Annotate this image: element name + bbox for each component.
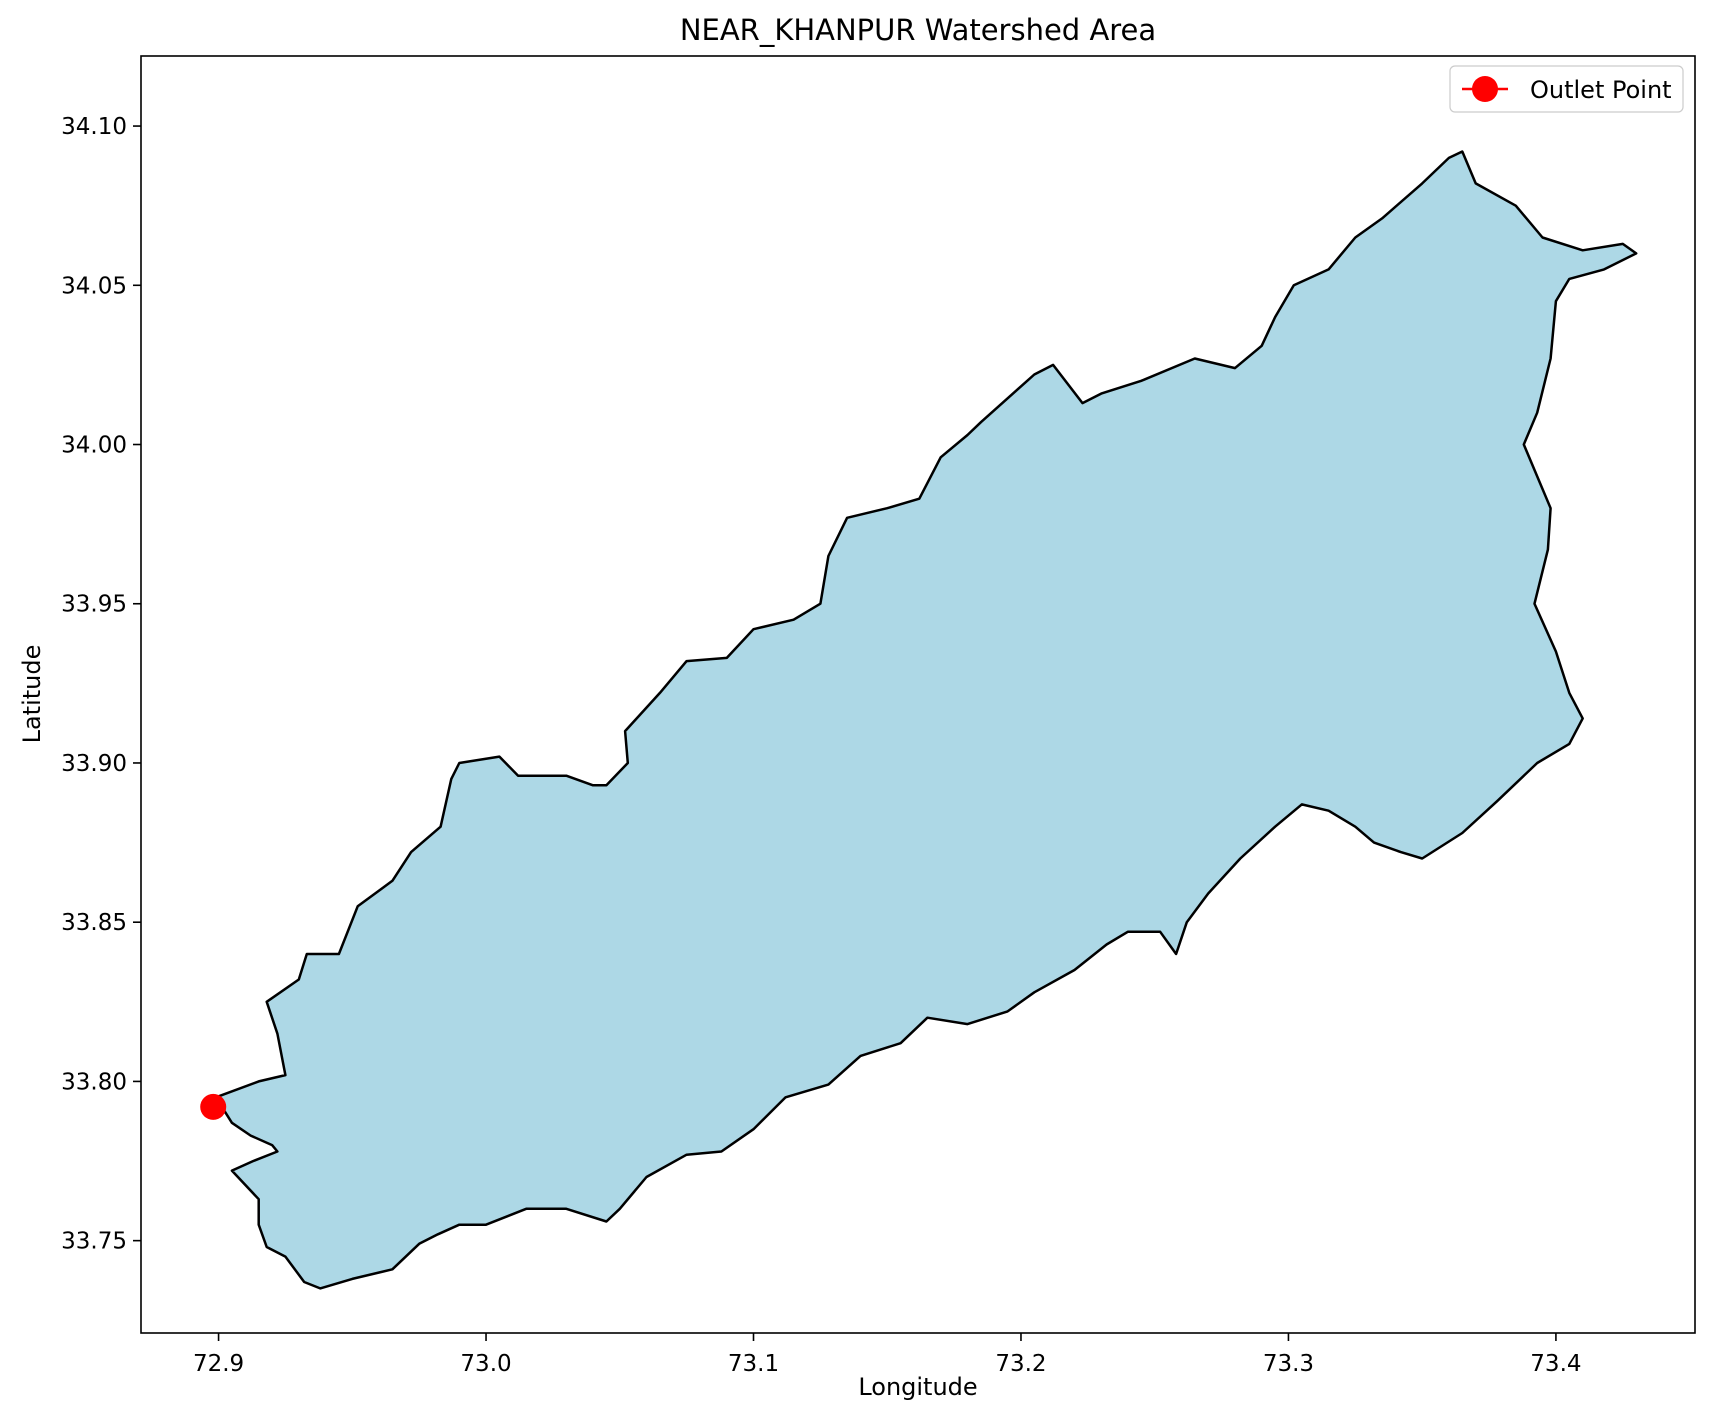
x-axis-ticks: 72.9 73.0 73.1 73.2 73.3 73.4 <box>193 1333 1582 1377</box>
plot-area <box>200 150 1638 1290</box>
legend: Outlet Point <box>1449 65 1684 113</box>
x-tick-label: 73.4 <box>1530 1351 1581 1377</box>
y-tick-label: 33.85 <box>61 910 127 936</box>
y-tick-label: 33.90 <box>61 751 127 777</box>
map-title: NEAR_KHANPUR Watershed Area <box>680 13 1156 47</box>
y-tick-label: 34.05 <box>61 273 127 299</box>
legend-frame <box>1449 65 1684 113</box>
axes-frame <box>140 55 1696 1334</box>
y-tick-label: 33.95 <box>61 592 127 618</box>
y-tick-label: 33.80 <box>61 1069 127 1095</box>
outlet-point-marker <box>200 1093 227 1120</box>
x-tick-label: 73.1 <box>728 1351 779 1377</box>
x-tick-label: 72.9 <box>193 1351 244 1377</box>
y-axis-label: Latitude <box>18 645 46 744</box>
y-tick-label: 34.00 <box>61 433 127 459</box>
x-tick-label: 73.0 <box>460 1351 511 1377</box>
x-axis-label: Longitude <box>858 1373 977 1401</box>
legend-label: Outlet Point <box>1530 76 1672 104</box>
outlet-point <box>200 1093 227 1120</box>
x-tick-label: 73.3 <box>1263 1351 1314 1377</box>
watershed-polygon <box>214 150 1638 1290</box>
y-tick-label: 34.10 <box>61 114 127 140</box>
y-tick-label: 33.75 <box>61 1229 127 1255</box>
legend-marker-swatch <box>1472 76 1498 102</box>
x-tick-label: 73.2 <box>995 1351 1046 1377</box>
y-axis-ticks: 33.75 33.80 33.85 33.90 33.95 34.00 34.05 34.10 <box>61 114 141 1255</box>
